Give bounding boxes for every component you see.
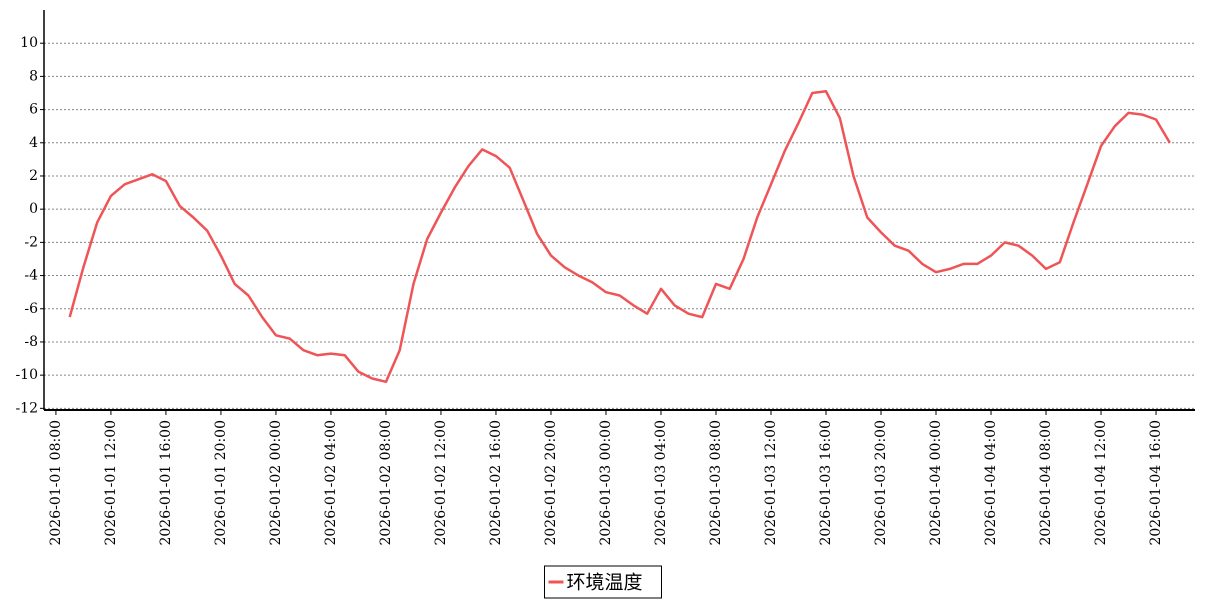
y-tick-label: 0 — [29, 201, 38, 217]
y-tick-label: 4 — [29, 135, 38, 151]
y-tick-label: -8 — [24, 334, 38, 350]
x-tick-label: 2026-01-02 20:00 — [543, 420, 559, 546]
x-tick-label: 2026-01-02 08:00 — [378, 420, 394, 546]
x-tick-label: 2026-01-03 08:00 — [708, 420, 724, 546]
x-tick-label: 2026-01-02 12:00 — [433, 420, 449, 546]
x-tick-label: 2026-01-01 20:00 — [213, 420, 229, 546]
x-tick-label: 2026-01-01 16:00 — [158, 420, 174, 546]
x-tick-label: 2026-01-02 16:00 — [488, 420, 504, 546]
y-tick-label: -2 — [24, 234, 38, 250]
legend-box — [544, 565, 662, 599]
x-tick-label: 2026-01-03 00:00 — [598, 420, 614, 546]
x-tick-label: 2026-01-04 16:00 — [1148, 420, 1164, 546]
y-tick-label: -6 — [24, 301, 38, 317]
y-tick-label: 2 — [29, 168, 38, 184]
y-tick-label: 8 — [29, 68, 38, 84]
x-tick-label: 2026-01-03 04:00 — [653, 420, 669, 546]
x-tick-label: 2026-01-02 00:00 — [268, 420, 284, 546]
x-tick-label: 2026-01-04 00:00 — [928, 420, 944, 546]
y-tick-label: -12 — [15, 400, 38, 416]
y-tick-label: 6 — [29, 102, 38, 118]
x-tick-label: 2026-01-04 12:00 — [1093, 420, 1109, 546]
x-tick-label: 2026-01-01 12:00 — [103, 420, 119, 546]
legend-label: 环境温度 — [567, 572, 643, 594]
y-tick-label: 10 — [20, 35, 38, 51]
x-tick-label: 2026-01-04 04:00 — [983, 420, 999, 546]
x-tick-label: 2026-01-03 12:00 — [763, 420, 779, 546]
y-tick-label: -4 — [24, 268, 38, 284]
y-tick-label: -10 — [15, 367, 38, 383]
data-line — [68, 90, 1171, 384]
x-tick-label: 2026-01-03 20:00 — [873, 420, 889, 546]
x-tick-label: 2026-01-04 08:00 — [1038, 420, 1054, 546]
x-tick-label: 2026-01-01 08:00 — [48, 420, 64, 546]
x-tick-label: 2026-01-02 04:00 — [323, 420, 339, 546]
x-tick-label: 2026-01-03 16:00 — [818, 420, 834, 546]
